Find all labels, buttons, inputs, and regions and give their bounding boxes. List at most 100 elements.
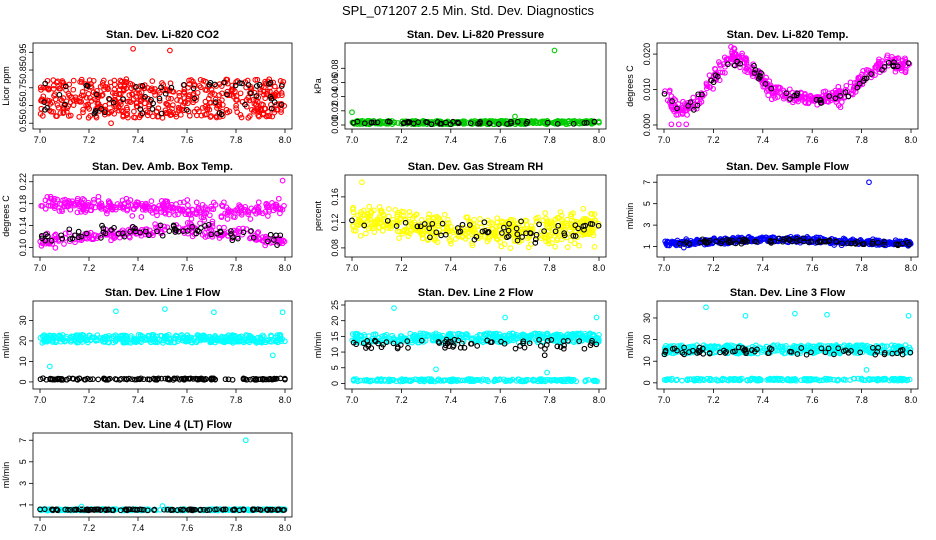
data-point (131, 114, 137, 121)
data-point (863, 75, 870, 82)
data-point (361, 120, 368, 127)
panel-title: Stan. Dev. Li-820 Pressure (407, 29, 544, 41)
data-point (455, 120, 462, 127)
data-point (177, 112, 184, 118)
data-point (366, 203, 373, 210)
data-point (371, 119, 377, 126)
data-point (350, 223, 356, 230)
data-point (110, 99, 117, 106)
data-point (115, 104, 122, 111)
data-point (78, 76, 85, 83)
panel-title: Stan. Dev. Line 2 Flow (418, 287, 534, 299)
data-point (554, 121, 561, 127)
data-point (74, 195, 81, 202)
data-point (245, 82, 252, 88)
x-tick-label: 7.2 (83, 395, 96, 405)
data-point (143, 202, 150, 208)
data-point (276, 237, 283, 244)
data-point (881, 67, 887, 73)
x-tick-label: 7.6 (806, 263, 819, 273)
data-point (256, 81, 263, 88)
data-point (402, 216, 409, 223)
data-point (170, 102, 176, 108)
data-point (564, 231, 571, 237)
data-point (191, 82, 198, 89)
data-point (85, 104, 91, 110)
data-point (525, 235, 531, 242)
data-point (538, 235, 545, 242)
data-point (266, 113, 273, 119)
data-point (258, 101, 265, 108)
data-point (560, 119, 566, 125)
data-point (255, 229, 262, 235)
data-point (129, 213, 136, 219)
data-point (519, 234, 525, 240)
x-tick-label: 7.4 (445, 135, 458, 145)
data-point (349, 109, 355, 116)
data-point (380, 212, 387, 219)
data-point (128, 202, 134, 208)
data-point (201, 230, 208, 236)
data-point (250, 234, 257, 241)
data-point (202, 223, 208, 229)
data-point (233, 93, 240, 99)
y-tick-label: 10 (330, 347, 340, 357)
data-point (486, 236, 492, 243)
data-point (406, 209, 413, 215)
data-point (190, 85, 197, 92)
data-point (167, 204, 174, 211)
x-tick-label: 7.8 (230, 395, 243, 405)
data-point (552, 243, 558, 250)
data-point (250, 108, 257, 115)
data-point (463, 214, 470, 221)
data-point (185, 84, 191, 91)
data-point (272, 92, 279, 99)
data-point (79, 89, 86, 95)
data-point (136, 114, 143, 121)
data-point (826, 93, 833, 100)
data-point (588, 210, 595, 217)
x-tick-label: 7.6 (494, 263, 507, 273)
data-point (150, 229, 157, 236)
data-point (818, 99, 825, 106)
data-point (572, 233, 579, 239)
data-point (457, 228, 464, 235)
y-tick-label: 0.10 (18, 239, 28, 257)
data-points (37, 306, 288, 383)
data-point (45, 202, 52, 209)
data-point (272, 205, 278, 211)
y-tick-label: 0.00 (330, 116, 340, 134)
panel-title: Stan. Dev. Li-820 Temp. (727, 29, 849, 41)
data-point (391, 305, 397, 311)
data-point (885, 59, 892, 66)
plot-frame (32, 42, 293, 130)
data-point (88, 207, 95, 214)
data-point (93, 91, 100, 98)
data-point (356, 219, 363, 225)
data-point (532, 118, 539, 124)
data-point (222, 210, 229, 217)
data-point (393, 223, 400, 229)
data-point (721, 54, 728, 61)
data-point (548, 240, 555, 246)
data-point (270, 237, 277, 243)
data-point (219, 102, 226, 108)
data-point (414, 223, 421, 230)
data-point (439, 220, 446, 227)
data-point (683, 103, 689, 109)
data-point (63, 87, 69, 93)
data-point (142, 205, 149, 212)
data-point (41, 99, 48, 105)
data-point (847, 79, 854, 86)
data-point (221, 199, 227, 206)
data-point (772, 89, 779, 96)
data-point (170, 223, 177, 230)
data-point (802, 91, 808, 98)
data-point (544, 235, 550, 241)
data-point (144, 112, 151, 119)
y-tick-label: 7 (642, 180, 652, 185)
data-point (731, 62, 738, 69)
x-tick-label: 7.0 (658, 135, 671, 145)
y-tick-label: 0.55 (18, 114, 28, 132)
data-point (474, 343, 481, 349)
